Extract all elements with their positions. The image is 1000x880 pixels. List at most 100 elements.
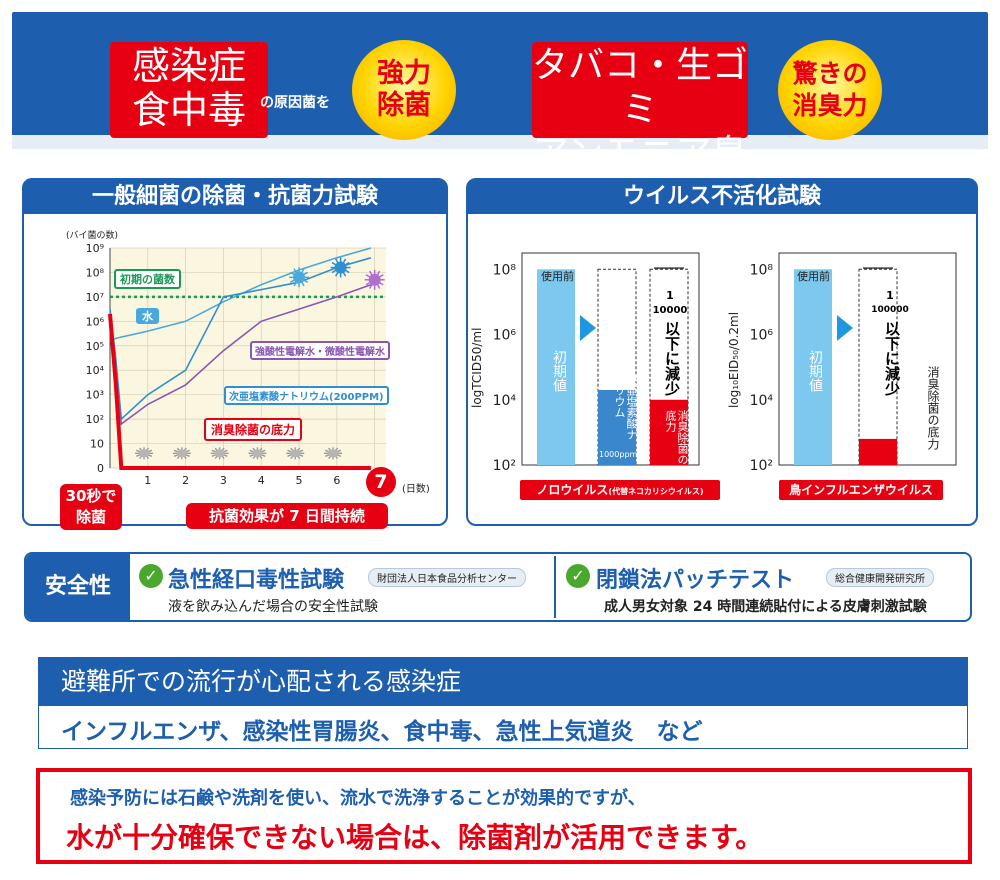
y-tick-label: 10⁶ [86, 315, 105, 328]
bird-ylabel: log₁₀EID₅₀/0.2ml [727, 311, 741, 408]
notice-line-2: 水が十分確保できない場合は、除菌剤が活用できます。 [66, 821, 764, 854]
virus-bar-charts: 10² 10⁴ 10⁶ 10⁸ 10² 10⁴ 10⁶ 10⁸ [493, 252, 957, 474]
bacteria-icon [286, 447, 305, 460]
germ-icon [330, 257, 351, 278]
bar-y-tick-label: 10² [750, 458, 773, 474]
bacteria-icon [172, 447, 191, 460]
x-tick-label: 1 [144, 474, 151, 487]
virus-test-title: ウイルス不活化試験 [468, 180, 976, 214]
y-tick-label: 10³ [86, 389, 104, 402]
bacteria-icon [210, 447, 229, 460]
series-line [108, 313, 371, 470]
check-icon: ✓ [566, 564, 590, 588]
germ-icon [364, 269, 385, 290]
patch-test-org: 総合健康開発研究所 [826, 568, 934, 587]
bar-y-tick-label: 10⁸ [493, 262, 517, 278]
x-tick-label: 2 [182, 474, 189, 487]
deodorize-burst: 驚きの 消臭力 [778, 40, 882, 140]
shelter-infection-box: 避難所での流行が心配される感染症 インフルエンザ、感染性胃腸炎、食中毒、急性上気… [38, 657, 968, 749]
bar [794, 269, 832, 465]
patch-test-desc: 成人男女対象 24 時間連続貼付による皮膚刺激試験 [604, 599, 927, 615]
noro-fraction-den: 10000 [652, 305, 688, 316]
bar-y-tick-label: 10² [493, 458, 516, 474]
bar-y-tick-label: 10⁶ [750, 328, 774, 344]
oral-test-title: 急性経口毒性試験 [168, 568, 345, 593]
safety-box: 安全性 ✓ 急性経口毒性試験 財団法人日本食品分析センター 液を飲み込んだ場合の… [24, 552, 972, 622]
noro-product-text: 消臭除菌の底力 [664, 410, 689, 465]
bacteria-icon [248, 447, 267, 460]
odor-badge: タバコ・生ゴミ アンモニア臭 [532, 42, 749, 174]
infection-badge: 感染症 食中毒 [110, 42, 268, 138]
bird-fraction-num: 1 [886, 289, 894, 302]
bird-before-label: 使用前 [797, 270, 830, 283]
y-tick-label: 10⁵ [86, 340, 104, 353]
y-tick-label: 10⁷ [86, 291, 104, 304]
thirty-seconds-line-2: 除菌 [75, 508, 106, 526]
odor-line-1: タバコ・生ゴミ [532, 45, 749, 130]
bar-y-tick-label: 10⁶ [493, 328, 517, 344]
noro-virus-name: ノロウイルス [536, 483, 609, 497]
bacteria-icon [324, 447, 343, 460]
odor-line-2: アンモニア臭 [532, 133, 748, 174]
x-tick-label: 6 [333, 474, 340, 487]
y-tick-label: 0 [97, 462, 104, 475]
infection-suffix: の原因菌を [260, 95, 330, 111]
shelter-heading: 避難所での流行が心配される感染症 [39, 658, 967, 706]
thirty-seconds-line-1: 30秒で [65, 487, 117, 505]
y-tick-label: 10⁹ [86, 242, 104, 255]
noro-fraction-num: 1 [666, 289, 674, 302]
initial-count-label: 初期の菌数 [114, 269, 181, 289]
bacteria-icon [135, 447, 154, 460]
y-unit-label: (バイ菌の数) [66, 231, 119, 241]
strong-sterilize-burst: 強力 除菌 [352, 40, 456, 140]
y-tick-label: 10² [86, 413, 104, 426]
notice-line-1: 感染予防には石鹸や洗剤を使い、流水で洗浄することが効果的ですが、 [70, 788, 646, 809]
noro-before-label: 使用前 [541, 270, 574, 283]
bird-initial-text: 初期値 [807, 350, 823, 392]
check-icon: ✓ [139, 564, 163, 588]
bar [859, 438, 897, 465]
safety-label: 安全性 [26, 554, 130, 620]
noro-initial-text: 初期値 [551, 350, 567, 392]
noro-hypochlorite-text: 次亜塩素酸ナトリウム [613, 374, 638, 440]
x-unit-label: (日数) [402, 484, 430, 495]
series-line [109, 257, 372, 421]
infection-line-1: 感染症 [131, 44, 246, 88]
oral-test-org: 財団法人日本食品分析センター [368, 568, 526, 587]
y-tick-label: 10 [90, 438, 104, 451]
oral-test-desc: 液を飲み込んだ場合の安全性試験 [168, 599, 378, 615]
hypochlorite-label: 次亜塩素酸ナトリウム(200PPM) [224, 386, 389, 405]
thirty-seconds-badge: 30秒で 除菌 [60, 484, 122, 530]
notice-box: 感染予防には石鹸や洗剤を使い、流水で洗浄することが効果的ですが、 水が十分確保で… [36, 768, 972, 864]
y-tick-label: 10⁴ [86, 364, 105, 377]
electrolyzed-label: 強酸性電解水・微酸性電解水 [250, 341, 390, 360]
germ-icon [289, 267, 310, 288]
burst-right-line-2: 消臭力 [792, 91, 868, 120]
noro-virus-label: ノロウイルス(代替ネコカリシウイルス) [520, 480, 720, 500]
arrow-icon [580, 315, 596, 342]
infection-line-2: 食中毒 [131, 88, 246, 132]
bar-y-tick-label: 10⁸ [750, 262, 774, 278]
noro-virus-sub: (代替ネコカリシウイルス) [608, 487, 704, 496]
burst-right-line-1: 驚きの [792, 59, 868, 88]
bar-y-tick-label: 10⁴ [493, 393, 517, 409]
x-tick-label: 3 [220, 474, 227, 487]
bird-virus-label: 鳥インフルエンザウイルス [779, 480, 943, 500]
series-line [109, 247, 372, 342]
safety-divider [554, 556, 556, 618]
banner-shadow [12, 135, 988, 149]
water-label: 水 [136, 308, 159, 324]
bird-reduction-text: 以下に減少 [883, 321, 901, 396]
arrow-icon [837, 315, 853, 342]
shelter-list: インフルエンザ、感染性胃腸炎、食中毒、急性上気道炎 など [61, 719, 703, 745]
bird-fraction-den: 100000 [871, 305, 909, 315]
noro-ppm-text: 1000ppm [599, 450, 638, 459]
lasting-effect-badge: 抗菌効果が 7 日間持続 [186, 503, 388, 529]
patch-test-title: 閉鎖法パッチテスト [596, 568, 795, 593]
x-tick-label: 5 [296, 474, 303, 487]
product-label: 消臭除菌の底力 [204, 418, 303, 441]
noro-reduction-text: 以下に減少 [663, 321, 681, 396]
bar [598, 389, 636, 465]
burst-left-line-1: 強力 [377, 58, 431, 89]
bird-product-text: 消臭除菌の底力 [926, 366, 940, 450]
